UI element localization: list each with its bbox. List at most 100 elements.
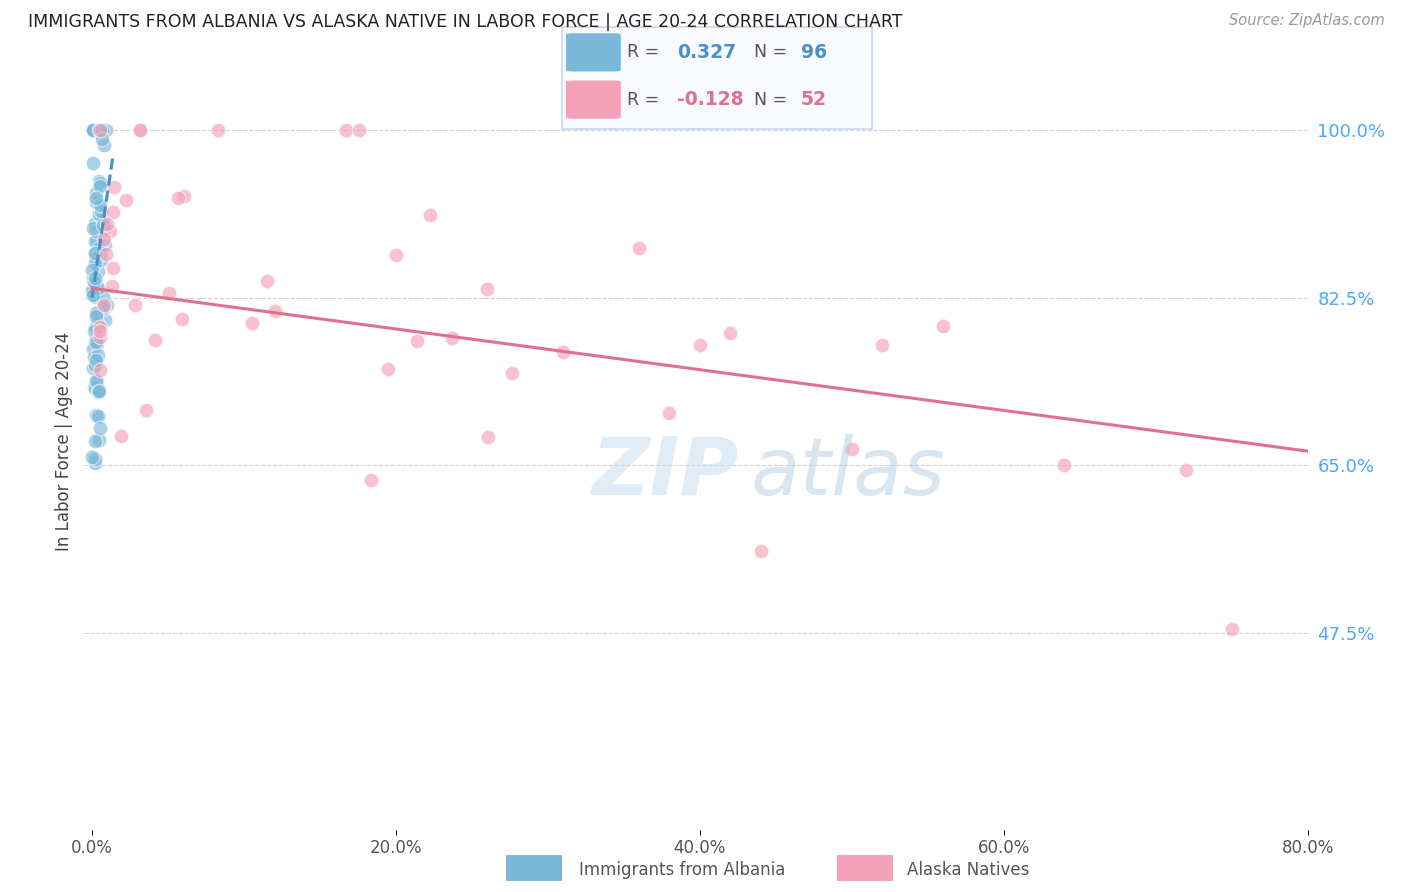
Point xyxy=(689,337,711,351)
Point xyxy=(441,331,464,345)
Point xyxy=(87,383,110,397)
Text: Alaska Natives: Alaska Natives xyxy=(907,861,1029,879)
Point xyxy=(551,345,574,359)
Point xyxy=(110,429,132,443)
Point xyxy=(841,442,863,456)
Point xyxy=(89,197,111,211)
Point xyxy=(89,324,111,338)
Point xyxy=(347,123,370,137)
Point xyxy=(89,176,111,190)
Point xyxy=(86,317,108,331)
Point xyxy=(87,433,110,447)
Point xyxy=(103,180,125,194)
Point xyxy=(89,330,111,344)
Point xyxy=(82,123,104,137)
Point xyxy=(82,450,104,465)
Point xyxy=(84,457,107,471)
Point xyxy=(1053,458,1076,472)
Point xyxy=(89,123,111,137)
Point xyxy=(82,123,104,137)
Point xyxy=(93,137,115,152)
Text: atlas: atlas xyxy=(751,434,946,512)
Point xyxy=(83,281,105,295)
Point xyxy=(86,409,108,423)
Point xyxy=(93,312,115,326)
Point xyxy=(124,298,146,312)
Point xyxy=(84,277,107,292)
Point xyxy=(87,384,110,398)
Point xyxy=(86,123,108,137)
Point xyxy=(89,363,111,377)
Point xyxy=(84,195,107,210)
Text: IMMIGRANTS FROM ALBANIA VS ALASKA NATIVE IN LABOR FORCE | AGE 20-24 CORRELATION : IMMIGRANTS FROM ALBANIA VS ALASKA NATIVE… xyxy=(28,13,903,31)
Point xyxy=(91,123,114,137)
Point xyxy=(87,382,110,396)
Point xyxy=(90,253,112,268)
Point xyxy=(83,123,105,137)
Point xyxy=(96,298,118,312)
Point xyxy=(84,251,107,265)
Point xyxy=(82,284,104,298)
Point xyxy=(718,326,741,340)
Point xyxy=(87,123,110,137)
Y-axis label: In Labor Force | Age 20-24: In Labor Force | Age 20-24 xyxy=(55,332,73,551)
Point xyxy=(256,274,278,288)
Point xyxy=(93,232,115,246)
Point xyxy=(82,272,104,286)
Point xyxy=(84,306,107,320)
Point xyxy=(82,282,104,296)
Point xyxy=(91,132,114,146)
Point xyxy=(932,319,955,334)
Point xyxy=(82,123,104,137)
Point xyxy=(501,366,523,380)
Point xyxy=(93,300,115,314)
Point xyxy=(87,207,110,221)
Point xyxy=(84,334,107,349)
Point xyxy=(89,123,111,137)
Point xyxy=(84,359,107,373)
Point xyxy=(86,374,108,388)
Point xyxy=(335,123,357,137)
Point xyxy=(83,288,105,302)
Point xyxy=(93,222,115,236)
Point xyxy=(1220,622,1243,636)
Text: N =: N = xyxy=(754,44,787,62)
Point xyxy=(89,320,111,334)
Point xyxy=(83,246,105,260)
Point xyxy=(84,256,107,270)
Point xyxy=(86,348,108,362)
Point xyxy=(86,306,108,320)
Point xyxy=(89,123,111,137)
Point xyxy=(477,430,499,444)
Point xyxy=(86,336,108,351)
Point xyxy=(89,178,111,193)
Point xyxy=(627,241,650,255)
Text: 0.327: 0.327 xyxy=(676,43,735,62)
Point xyxy=(87,123,110,137)
Point xyxy=(84,290,107,304)
Point xyxy=(157,286,180,301)
Point xyxy=(263,304,285,318)
Point xyxy=(419,208,441,222)
Point xyxy=(82,221,104,235)
Point xyxy=(84,408,107,422)
Point xyxy=(93,219,115,233)
Point xyxy=(87,242,110,256)
Point xyxy=(129,123,152,137)
Point xyxy=(172,312,194,326)
Point xyxy=(82,342,104,356)
Point xyxy=(86,233,108,247)
Point xyxy=(84,335,107,350)
Point xyxy=(94,123,117,137)
Point xyxy=(82,263,104,277)
Text: ZIP: ZIP xyxy=(592,434,738,512)
Point xyxy=(115,193,138,207)
Point xyxy=(87,384,110,399)
Point xyxy=(96,217,118,231)
Point xyxy=(87,264,110,278)
Text: Source: ZipAtlas.com: Source: ZipAtlas.com xyxy=(1229,13,1385,29)
Point xyxy=(143,333,166,347)
Point xyxy=(84,216,107,230)
Point xyxy=(89,123,111,137)
Point xyxy=(173,188,195,202)
